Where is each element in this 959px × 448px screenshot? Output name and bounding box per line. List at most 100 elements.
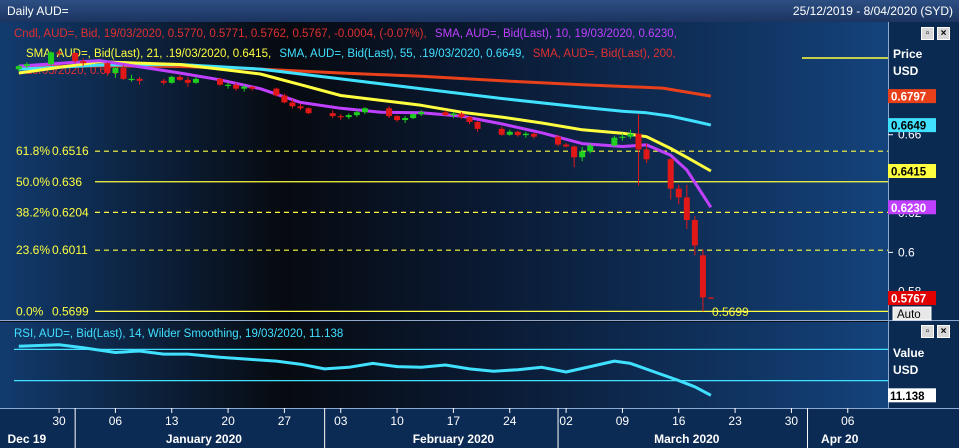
- candle-body: [15, 66, 22, 70]
- candle-body: [555, 136, 562, 145]
- last-value-tag: [888, 164, 936, 178]
- candle-body: [474, 121, 481, 129]
- last-value-tag-label: 0.6649: [891, 121, 926, 133]
- last-value-tag-label: 0.5767: [891, 294, 926, 306]
- fib-level-label: 38.2%: [16, 205, 50, 219]
- price-tick-label: 0.6: [898, 245, 915, 259]
- rsi-axis-unit: USD: [893, 363, 919, 377]
- candle-body: [522, 133, 529, 136]
- legend-sma10: SMA, AUD=, Bid(Last), 10, 19/03/2020, 0.…: [435, 28, 677, 40]
- fib-level-value: 0.6204: [52, 205, 89, 219]
- last-value-tag: [888, 89, 936, 104]
- auto-scale-button[interactable]: [892, 306, 932, 321]
- rsi-last-value-tag: [888, 388, 936, 403]
- candle-body: [361, 108, 368, 113]
- day-tick-label: 10: [390, 414, 404, 428]
- rsi-line: [18, 343, 712, 397]
- candle-body: [56, 52, 63, 54]
- candle-body: [643, 149, 650, 160]
- close-rsi-panel-button[interactable]: ×: [937, 325, 950, 338]
- candle-body: [563, 144, 570, 147]
- candle-body: [627, 133, 634, 137]
- fib-level-label: 0.0%: [16, 304, 44, 318]
- candle-body: [683, 197, 690, 221]
- fib-level-label: 61.8%: [16, 144, 50, 158]
- day-tick-label: 20: [221, 414, 235, 428]
- legend-sma200: SMA, AUD=, Bid(Last), 200,: [533, 48, 676, 60]
- month-label: March 2020: [654, 432, 720, 446]
- right-axis-area: [888, 22, 959, 408]
- candlesticks: [15, 50, 714, 312]
- price-plot-area: [0, 22, 888, 320]
- day-tick-label: 27: [278, 414, 292, 428]
- candle-body: [394, 116, 401, 121]
- candle-body: [410, 114, 417, 119]
- moving-averages: [18, 59, 713, 209]
- candle-body: [579, 151, 586, 158]
- candle-body: [233, 84, 240, 89]
- candle-body: [466, 117, 473, 122]
- candle-body: [168, 76, 175, 83]
- candle-body: [450, 113, 457, 116]
- fibonacci-levels: 61.8% 0.6516 50.0% 0.636 38.2% 0.6204 23.6% 0.6…: [16, 144, 888, 318]
- maximize-rsi-panel-button[interactable]: ▫: [921, 325, 934, 338]
- candle-body: [667, 159, 674, 189]
- fib-level-value: 0.6011: [52, 243, 88, 257]
- candle-body: [249, 86, 256, 89]
- candle-body: [241, 86, 248, 89]
- day-tick-label: 23: [728, 414, 742, 428]
- candle-body: [345, 115, 352, 118]
- window-title: Daily AUD=: [7, 4, 69, 18]
- x-axis-area: [0, 408, 959, 448]
- candle-body: [305, 108, 312, 114]
- month-label: Apr 20: [821, 432, 859, 446]
- candle-body: [72, 52, 79, 62]
- candle-body: [675, 188, 682, 198]
- maximize-price-panel-button[interactable]: ▫: [921, 27, 934, 40]
- fib-level-value: 0.6516: [52, 144, 89, 158]
- day-tick-label: 17: [447, 414, 461, 428]
- candle-body: [273, 88, 280, 96]
- candle-body: [80, 61, 87, 64]
- day-tick-label: 06: [841, 414, 855, 428]
- candle-body: [337, 116, 344, 118]
- close-price-panel-button[interactable]: ×: [937, 27, 950, 40]
- day-tick-label: 02: [559, 414, 573, 428]
- rsi-last-value-label: 11.138: [890, 391, 925, 403]
- sma10-line: [18, 59, 713, 209]
- candle-body: [184, 79, 191, 83]
- month-label: Dec 19: [8, 432, 47, 446]
- legend-candle: Cndl, AUD=, Bid, 19/03/2020, 0.5770, 0.5…: [14, 28, 427, 40]
- candle-body: [353, 112, 360, 116]
- candle-body: [297, 106, 304, 109]
- candle-body: [514, 131, 521, 136]
- candle-body: [136, 78, 143, 81]
- rsi-axis-title: Value: [893, 346, 925, 360]
- candle-body: [289, 102, 296, 107]
- price-axis-title: Price: [893, 47, 923, 61]
- fib-level-label: 23.6%: [16, 243, 50, 257]
- candle-body: [587, 145, 594, 152]
- candle-body: [104, 63, 111, 73]
- candle-body: [48, 52, 55, 65]
- legend-sma21: SMA, AUD=, Bid(Last), 21, .19/03/2020, 0…: [26, 48, 271, 60]
- candle-body: [611, 137, 618, 146]
- fib-level-value: 0.5699: [52, 304, 89, 318]
- fib-level-label: 50.0%: [16, 175, 50, 189]
- day-tick-label: 30: [785, 414, 799, 428]
- last-value-tags: 0.6797 0.6649 0.6415 0.6230 0.5767: [888, 89, 936, 306]
- candle-body: [418, 112, 425, 115]
- candle-body: [402, 118, 409, 121]
- day-tick-label: 24: [503, 414, 517, 428]
- candle-body: [619, 136, 626, 138]
- legend-line-2: SMA, AUD=, Bid(Last), 21, .19/03/2020, 0…: [26, 48, 676, 60]
- candle-body: [120, 68, 127, 79]
- month-label: January 2020: [166, 432, 242, 446]
- candle-body: [225, 84, 232, 86]
- rsi-indicator: 11.138: [14, 343, 936, 403]
- candle-body: [329, 113, 336, 117]
- candle-body: [498, 128, 505, 135]
- candle-body: [281, 95, 288, 103]
- candle-body: [571, 146, 578, 158]
- month-label: February 2020: [413, 432, 495, 446]
